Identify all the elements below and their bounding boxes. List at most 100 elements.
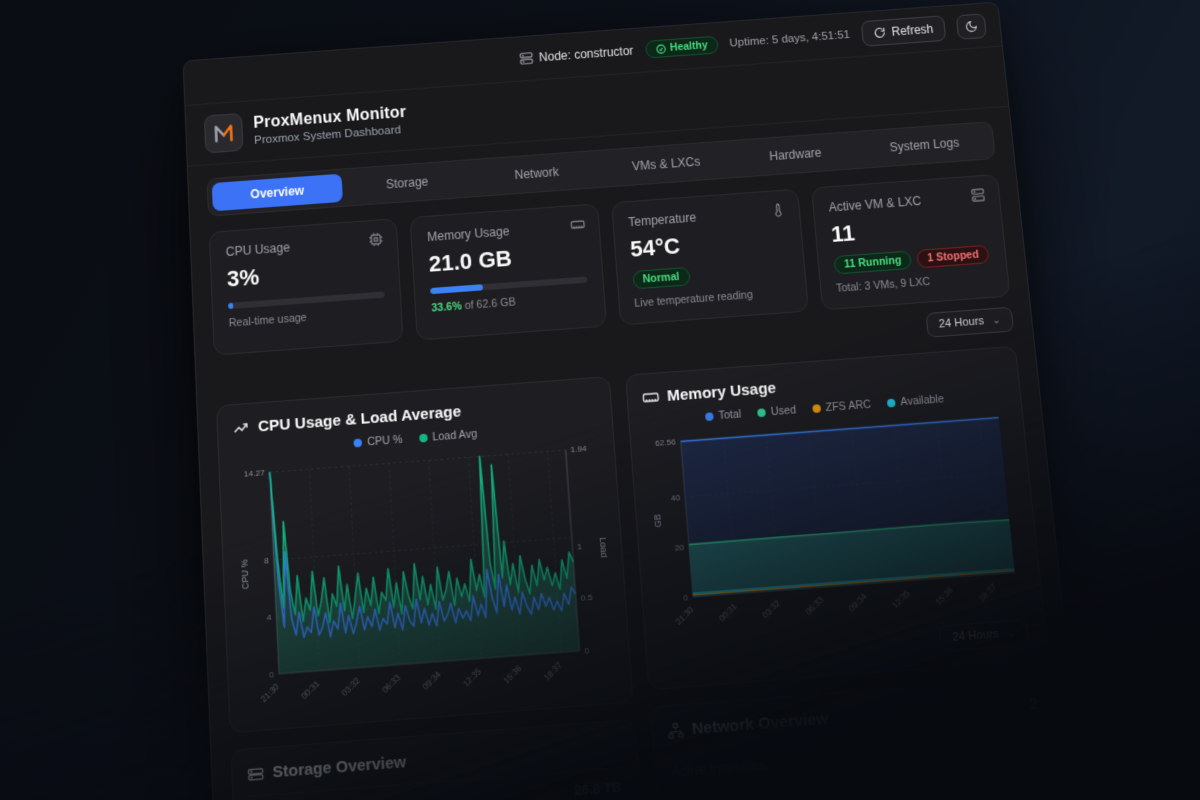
memory-time-range-select[interactable]: 24 Hours ⌄ (938, 619, 1030, 652)
legend-dot (418, 433, 428, 443)
legend-dot (886, 398, 896, 408)
right-column: Memory Usage Total Used ZFS ARC Available 0… (624, 345, 1065, 800)
temperature-value: 54°C (629, 232, 681, 262)
svg-text:0: 0 (682, 593, 688, 603)
network-interface-count: 2 (1028, 694, 1039, 713)
refresh-icon (873, 26, 886, 39)
temperature-card-sub: Live temperature reading (633, 288, 754, 310)
svg-text:1: 1 (577, 541, 583, 551)
health-badge: Healthy (644, 35, 719, 59)
legend-item: Used (757, 404, 797, 419)
svg-text:0: 0 (584, 646, 590, 656)
svg-text:Load: Load (597, 537, 609, 558)
refresh-button[interactable]: Refresh (860, 15, 947, 47)
storage-capacity-value: 26.8 TB (573, 779, 622, 799)
svg-text:62.56: 62.56 (654, 437, 676, 448)
legend-dot (811, 404, 821, 414)
tab-storage[interactable]: Storage (385, 174, 429, 192)
svg-text:06:33: 06:33 (380, 672, 402, 695)
active-vm-lxc-card: Active VM & LXC 11 11 Running 1 Stopped … (810, 173, 1011, 311)
legend-item: Total (704, 408, 742, 423)
server-stack-icon (970, 187, 987, 203)
chevron-down-icon: ⌄ (1006, 627, 1017, 640)
svg-text:1.94: 1.94 (570, 444, 587, 455)
memory-icon (641, 388, 660, 407)
memory-chip-icon (569, 216, 585, 232)
memory-percent-label: 33.6% (431, 300, 463, 315)
cpu-card-sub: Real-time usage (228, 311, 307, 330)
temperature-card: Temperature 54°C Normal Live temperature… (610, 188, 809, 326)
cpu-card-label: CPU Usage (225, 240, 291, 260)
storage-title: Storage Overview (272, 753, 407, 783)
uptime-label: Uptime: 5 days, 4:51:51 (729, 29, 851, 50)
memory-chart: 0 20 40 62.56 21:30 00:31 03:32 06:33 09:34 12:35… (651, 405, 1028, 627)
theme-toggle-button[interactable] (955, 12, 987, 40)
cpu-usage-value: 3% (226, 263, 260, 292)
svg-text:09:34: 09:34 (421, 669, 443, 692)
memory-time-range-value: 24 Hours (951, 627, 1000, 645)
vm-running-badge: 11 Running (833, 250, 913, 275)
memory-chart-card: Memory Usage Total Used ZFS ARC Available 0… (624, 345, 1050, 691)
memory-total-label: of 62.6 GB (461, 296, 517, 313)
memory-chart-title: Memory Usage (666, 379, 777, 406)
vm-stopped-badge: 1 Stopped (916, 244, 990, 269)
refresh-button-label: Refresh (890, 21, 934, 39)
memory-usage-value: 21.0 GB (428, 245, 513, 277)
dashboard-panel: Node: constructor Healthy Uptime: 5 days… (182, 1, 1089, 800)
charts-area: CPU Usage & Load Average CPU % Load Avg 0… (215, 345, 1067, 800)
legend-dot (757, 408, 767, 418)
trending-up-icon (232, 419, 250, 438)
memory-progress-fill (430, 284, 484, 295)
legend-item: Load Avg (418, 428, 478, 445)
svg-text:8: 8 (264, 556, 270, 566)
tab-overview[interactable]: Overview (211, 173, 343, 212)
network-title: Network Overview (691, 709, 830, 739)
svg-text:18:37: 18:37 (976, 581, 998, 604)
vm-card-label: Active VM & LXC (828, 193, 922, 215)
time-range-value: 24 Hours (938, 314, 985, 331)
svg-text:4: 4 (266, 613, 272, 623)
cpu-progress-fill (227, 302, 233, 310)
cpu-load-chart: 0 4 8 14.27 0 0.5 1 1.94 21:30 00:31 03:32 06:33 09:… (239, 444, 610, 704)
cpu-load-chart-card: CPU Usage & Load Average CPU % Load Avg 0… (215, 376, 634, 734)
svg-text:03:32: 03:32 (760, 598, 782, 621)
svg-text:CPU %: CPU % (239, 559, 251, 590)
legend-item: Available (886, 393, 944, 410)
tab-system-logs[interactable]: System Logs (889, 135, 960, 155)
tab-network[interactable]: Network (514, 164, 560, 183)
svg-text:00:31: 00:31 (717, 601, 739, 624)
svg-text:12:35: 12:35 (890, 588, 912, 611)
node-name-label: Node: constructor (538, 43, 634, 65)
app-logo (203, 112, 244, 154)
network-interfaces-label: Active Interfaces: (671, 757, 770, 781)
svg-text:0.5: 0.5 (581, 593, 594, 604)
memory-usage-card: Memory Usage 21.0 GB 33.6% of 62.6 GB (409, 203, 607, 341)
memory-card-label: Memory Usage (426, 224, 510, 245)
tab-vms-lxcs[interactable]: VMs & LXCs (631, 154, 701, 174)
chevron-down-icon: ⌄ (991, 314, 1002, 327)
network-icon (666, 721, 684, 740)
health-badge-label: Healthy (669, 39, 709, 54)
svg-text:12:35: 12:35 (461, 666, 483, 689)
svg-text:15:36: 15:36 (933, 585, 955, 608)
node-info: Node: constructor (519, 44, 634, 66)
cpu-chip-icon (368, 231, 384, 247)
temperature-status-badge: Normal (631, 266, 691, 290)
tab-hardware[interactable]: Hardware (768, 145, 823, 164)
moon-icon (964, 19, 978, 33)
time-range-select[interactable]: 24 Hours ⌄ (925, 306, 1015, 338)
temperature-card-label: Temperature (627, 210, 697, 230)
legend-dot (704, 412, 714, 422)
svg-text:40: 40 (670, 493, 681, 503)
storage-overview-card: Storage Overview Total Capacity: 26.8 TB… (230, 718, 645, 800)
svg-text:14.27: 14.27 (244, 468, 266, 479)
legend-item: CPU % (353, 433, 403, 449)
left-column: CPU Usage & Load Average CPU % Load Avg 0… (215, 376, 645, 800)
cpu-usage-card: CPU Usage 3% Real-time usage (208, 218, 404, 356)
svg-text:09:34: 09:34 (847, 591, 869, 614)
legend-item: ZFS ARC (811, 398, 871, 415)
svg-text:21:30: 21:30 (259, 681, 281, 704)
network-overview-card: Network Overview 2 Active Interfaces: vm… (649, 676, 1065, 800)
memory-card-sub: 33.6% of 62.6 GB (431, 291, 588, 315)
